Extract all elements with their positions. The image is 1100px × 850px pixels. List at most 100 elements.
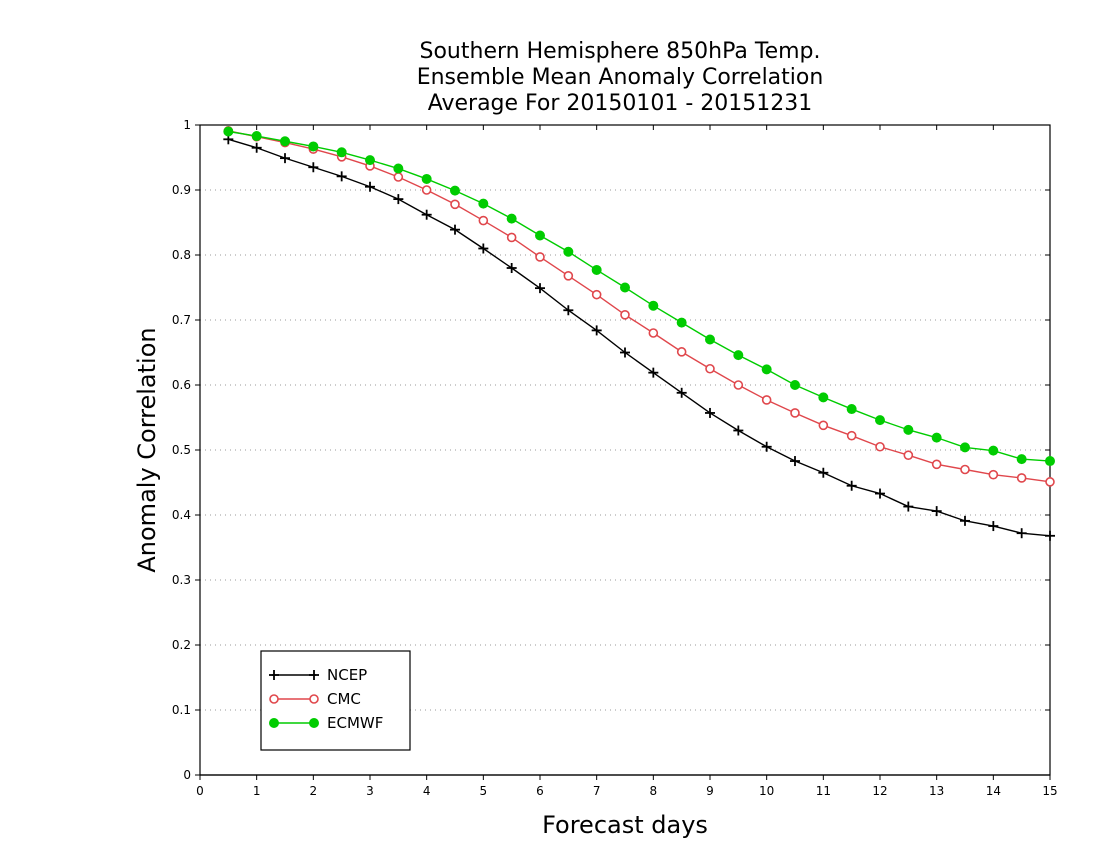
- x-tick-label: 7: [593, 784, 601, 798]
- data-point: [269, 718, 279, 728]
- x-tick-label: 11: [816, 784, 831, 798]
- y-tick-label: 0: [183, 768, 191, 782]
- x-tick-label: 9: [706, 784, 714, 798]
- chart-title-line: Southern Hemisphere 850hPa Temp.: [420, 39, 821, 64]
- x-axis-title: Forecast days: [542, 811, 708, 839]
- legend: NCEP CMC ECMWF: [260, 650, 411, 751]
- y-tick-label: 0.1: [172, 703, 191, 717]
- legend-label: ECMWF: [327, 714, 383, 732]
- x-tick-label: 10: [759, 784, 774, 798]
- data-point: [506, 232, 517, 243]
- legend-label: NCEP: [327, 666, 367, 684]
- data-point: [421, 185, 432, 195]
- series-line: [228, 130, 1051, 483]
- data-point: [535, 230, 545, 241]
- x-tick-label: 8: [650, 784, 658, 798]
- y-tick-label: 0.6: [172, 378, 191, 392]
- data-point: [875, 488, 885, 499]
- data-point: [676, 387, 687, 398]
- data-point: [818, 467, 829, 478]
- data-point: [478, 243, 489, 254]
- data-point: [280, 153, 290, 164]
- data-point: [903, 424, 914, 435]
- y-axis-title: Anomaly Correlation: [133, 327, 161, 572]
- data-point: [535, 252, 545, 262]
- data-point: [506, 263, 517, 273]
- y-axis: 0 0.1 0.2 0.3 0.4 0.5 0.6 0.7 0.8 0.9 1: [172, 118, 1050, 782]
- data-point: [535, 283, 545, 294]
- data-point: [960, 442, 970, 453]
- data-point: [1016, 454, 1027, 465]
- data-point: [818, 392, 829, 403]
- data-point: [309, 694, 319, 704]
- data-point: [1016, 473, 1027, 483]
- data-point: [620, 282, 630, 293]
- data-point: [988, 469, 999, 480]
- data-point: [450, 185, 460, 196]
- data-point: [1045, 530, 1055, 541]
- data-point: [308, 141, 319, 152]
- data-point: [790, 380, 800, 390]
- data-point: [591, 325, 602, 336]
- y-tick-label: 0.7: [172, 313, 191, 327]
- legend-box: [260, 650, 411, 751]
- data-point: [563, 270, 574, 281]
- data-point: [421, 173, 432, 184]
- series-line: [228, 130, 1051, 462]
- data-point: [733, 380, 744, 390]
- series-line: [228, 138, 1051, 537]
- data-point: [733, 425, 744, 436]
- data-point: [790, 456, 800, 467]
- data-point: [903, 501, 914, 512]
- data-point: [988, 521, 999, 532]
- data-point: [309, 670, 319, 680]
- chart-title-line: Average For 20150101 - 20151231: [428, 91, 813, 116]
- data-point: [280, 136, 290, 147]
- chart-title-line: Ensemble Mean Anomaly Correlation: [417, 65, 824, 90]
- x-tick-label: 1: [253, 784, 261, 798]
- data-point: [478, 198, 489, 209]
- data-point: [705, 407, 715, 418]
- x-tick-label: 5: [480, 784, 488, 798]
- data-point: [705, 363, 715, 374]
- data-point: [648, 367, 659, 378]
- data-point: [393, 194, 404, 205]
- legend-item-ncep: NCEP: [269, 666, 367, 684]
- data-point: [931, 432, 942, 443]
- data-point: [846, 430, 857, 441]
- data-point: [676, 317, 687, 328]
- legend-item-ecmwf: ECMWF: [269, 714, 383, 732]
- data-point: [269, 694, 279, 704]
- data-point: [875, 441, 885, 452]
- data-point: [960, 515, 970, 526]
- data-point: [733, 350, 744, 361]
- data-point: [336, 147, 347, 158]
- data-point: [790, 408, 800, 418]
- data-point: [336, 171, 347, 182]
- x-tick-label: 13: [929, 784, 944, 798]
- data-point: [705, 334, 715, 345]
- data-point: [648, 328, 659, 338]
- data-point: [421, 209, 432, 220]
- x-tick-label: 6: [536, 784, 544, 798]
- data-point: [960, 464, 970, 475]
- data-point: [450, 224, 460, 235]
- data-point: [846, 404, 857, 415]
- data-point: [393, 172, 404, 182]
- y-tick-label: 0.3: [172, 573, 191, 587]
- data-point: [931, 506, 942, 517]
- data-point: [1045, 477, 1055, 487]
- data-point: [761, 395, 772, 405]
- data-point: [903, 450, 914, 461]
- data-point: [1045, 456, 1055, 467]
- data-point: [620, 347, 630, 358]
- data-point: [931, 459, 942, 470]
- data-point: [365, 181, 375, 192]
- data-point: [223, 126, 234, 137]
- y-tick-label: 0.8: [172, 248, 191, 262]
- data-point: [761, 364, 772, 375]
- series: [223, 126, 1055, 541]
- data-point: [269, 670, 279, 680]
- data-point: [1016, 528, 1027, 539]
- data-point: [450, 199, 460, 210]
